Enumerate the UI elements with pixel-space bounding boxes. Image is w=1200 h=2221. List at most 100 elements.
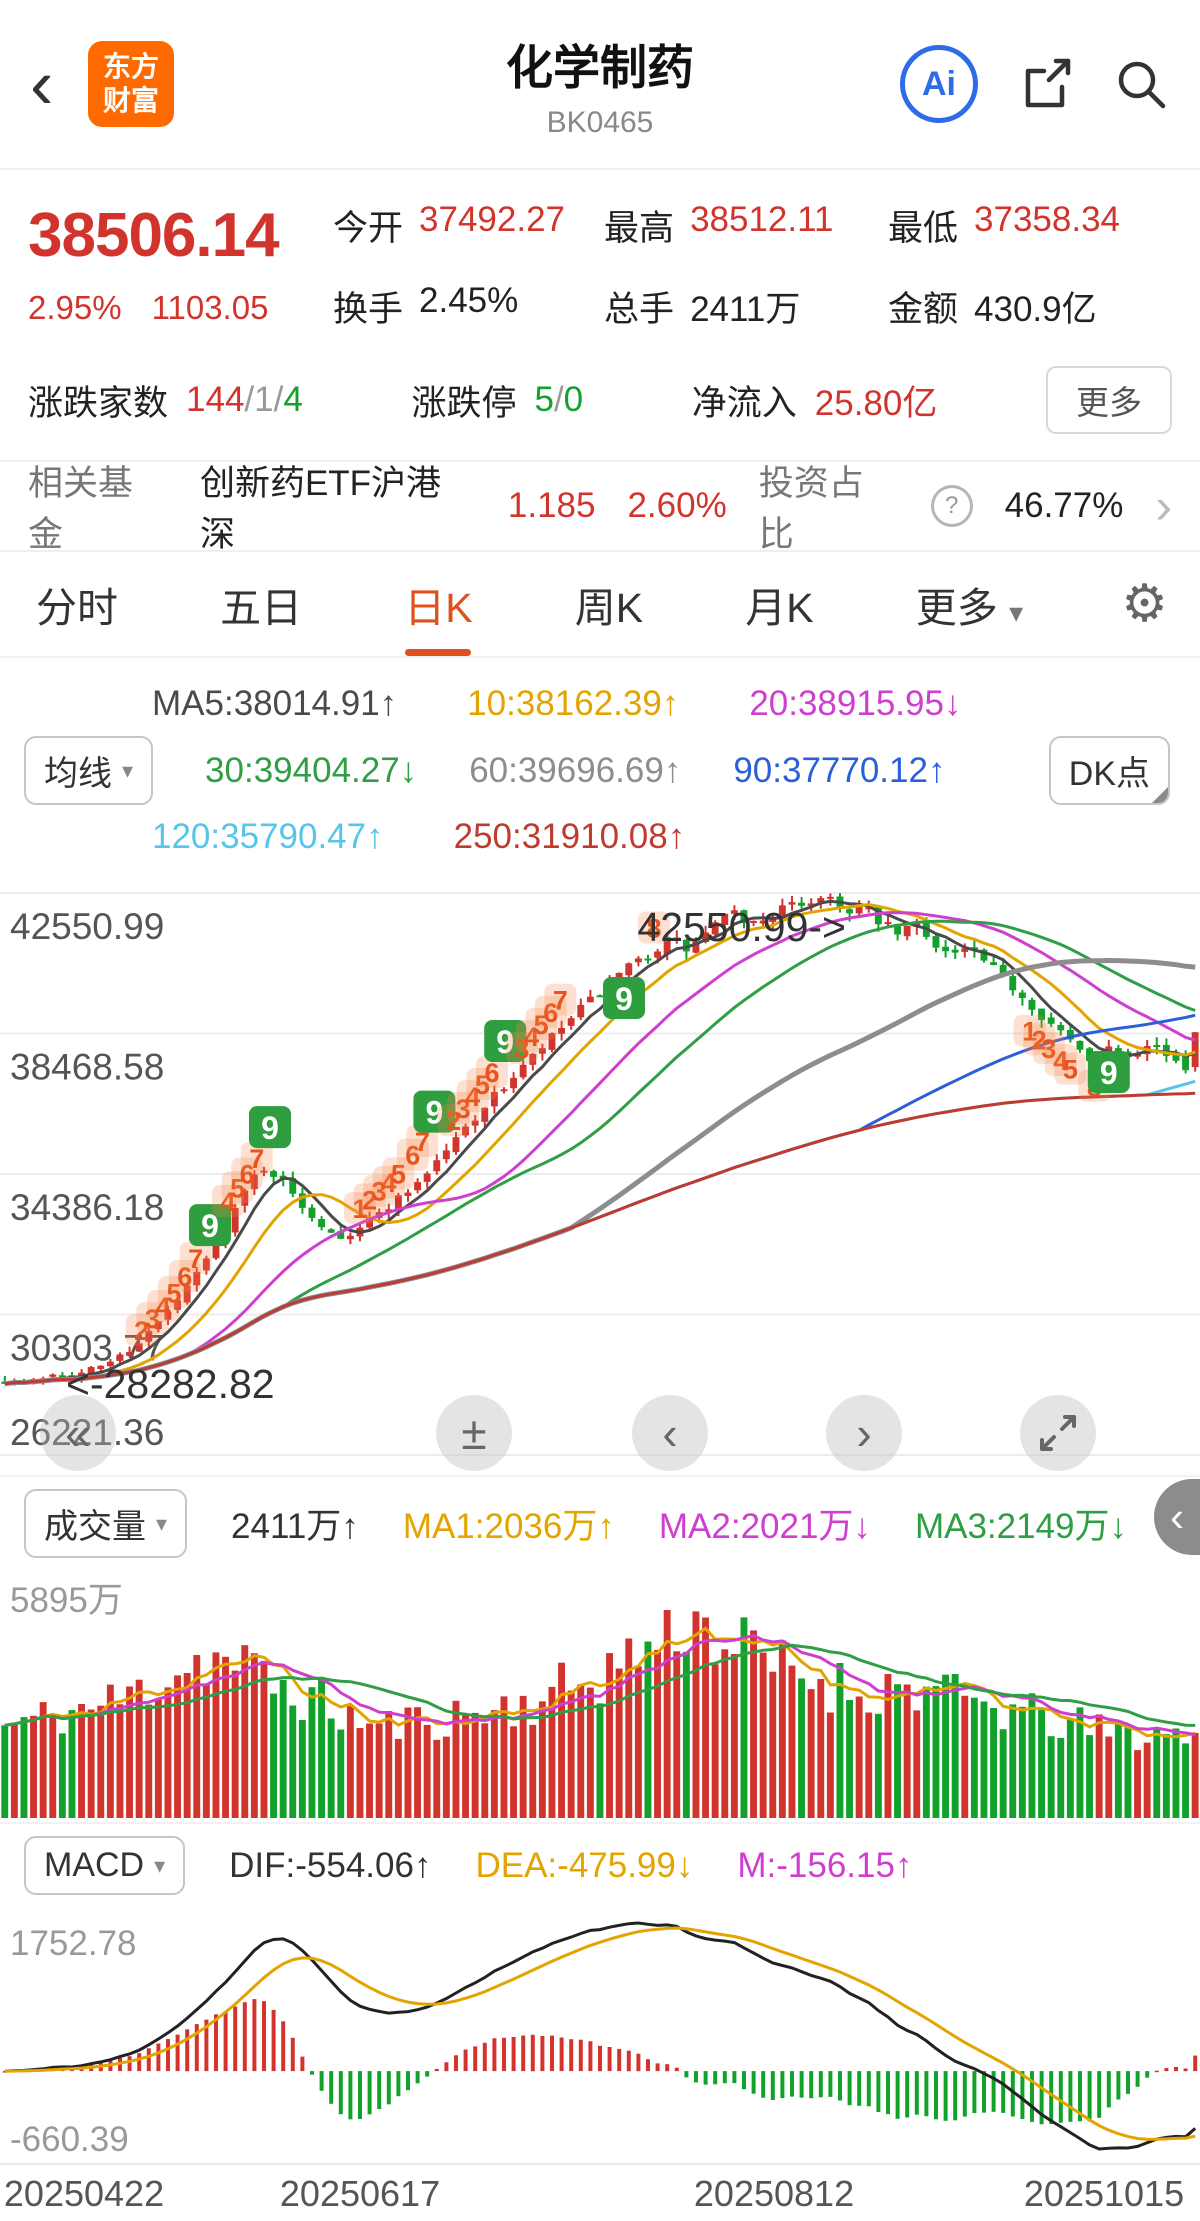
current-price: 38506.14 (28, 201, 280, 270)
x-axis-date: 20250422 (3, 2173, 165, 2214)
ratio-value: 46.77% (1004, 486, 1124, 525)
main-kline-chart[interactable]: 42550.9938468.5834386.1830303.7726221.36… (0, 875, 1200, 1475)
svg-text:6: 6 (405, 1141, 420, 1171)
volume-current: 2411万↑ (231, 1507, 359, 1546)
ma20-value: 20:38915.95↓ (749, 684, 962, 723)
ratio-label: 投资占比 (758, 464, 864, 554)
svg-text:9: 9 (426, 1095, 444, 1131)
change-percent: 2.95% (28, 289, 122, 326)
share-icon[interactable] (1016, 55, 1074, 113)
volume-legend: 成交量 ▾ 2411万↑ MA1:2036万↑ MA2:2021万↓ MA3:21… (0, 1475, 1200, 1570)
svg-text:7: 7 (249, 1144, 264, 1174)
svg-text:9: 9 (1100, 1055, 1118, 1091)
svg-text:2: 2 (446, 1106, 461, 1136)
svg-text:3: 3 (1041, 1034, 1056, 1064)
ma90-value: 90:37770.12↑ (733, 750, 946, 790)
dk-point-button[interactable]: DK点 (1048, 736, 1170, 805)
svg-text:3: 3 (456, 1094, 471, 1124)
fund-nav: 1.185 (507, 486, 596, 525)
open-label: 今开 (333, 209, 404, 248)
svg-text:4: 4 (465, 1082, 480, 1112)
x-axis-date: 20250812 (693, 2173, 855, 2214)
svg-text:5895万: 5895万 (10, 1581, 123, 1620)
x-axis-date: 20251015 (1023, 2173, 1185, 2214)
svg-text:5: 5 (230, 1173, 245, 1203)
tab-monthly-k[interactable]: 月K (745, 585, 814, 631)
tab-daily-k[interactable]: 日K (400, 556, 476, 652)
svg-text:9: 9 (201, 1208, 219, 1244)
svg-text:3: 3 (372, 1177, 387, 1207)
turnover-label: 换手 (333, 290, 404, 329)
tab-weekly-k[interactable]: 周K (574, 585, 644, 631)
eastmoney-logo: 东方 财富 (88, 41, 174, 127)
macd-chart[interactable]: 1752.78 -660.39 (0, 1907, 1200, 2163)
collapse-panel-button[interactable]: ‹ (1154, 1479, 1200, 1555)
svg-text:1: 1 (1022, 1017, 1037, 1047)
page-title: 化学制药 (506, 40, 694, 94)
low-label: 最低 (888, 209, 959, 248)
ma120-value: 120:35790.47↑ (152, 817, 384, 856)
svg-text:-660.39: -660.39 (10, 2120, 129, 2159)
title-block: 化学制药 BK0465 (506, 29, 694, 140)
macd-dea: DEA:-475.99↓ (475, 1845, 694, 1885)
prev-button[interactable]: ‹ (632, 1395, 708, 1471)
chevron-right-icon[interactable]: › (1155, 478, 1173, 534)
fullscreen-icon (1040, 1415, 1076, 1451)
ma250-value: 250:31910.08↑ (453, 817, 686, 856)
svg-text:5: 5 (166, 1278, 181, 1308)
svg-text:2: 2 (1032, 1025, 1047, 1055)
scale-button[interactable]: ± (436, 1395, 512, 1471)
svg-text:4: 4 (524, 1022, 539, 1052)
chevron-down-icon: ▾ (156, 1510, 168, 1536)
svg-text:1: 1 (352, 1194, 367, 1224)
svg-text:38468.58: 38468.58 (10, 1047, 164, 1088)
fund-pct: 2.60% (627, 486, 727, 525)
open-value: 37492.27 (419, 200, 565, 239)
svg-text:4: 4 (156, 1292, 171, 1322)
tab-5day[interactable]: 五日 (220, 585, 303, 631)
ma30-value: 30:39404.27↓ (205, 750, 418, 790)
related-fund-row[interactable]: 相关基金 创新药ETF沪港深 1.185 2.60% 投资占比 ? 46.77%… (0, 460, 1200, 554)
svg-text:4: 4 (381, 1168, 396, 1198)
svg-text:6: 6 (543, 998, 558, 1028)
macd-indicator-button[interactable]: MACD ▾ (24, 1836, 186, 1895)
svg-text:4: 4 (1053, 1046, 1068, 1076)
svg-text:2: 2 (134, 1316, 149, 1346)
ma-legend: MA5:38014.91↑ 10:38162.39↑ 20:38915.95↓ … (0, 658, 1200, 875)
sector-code: BK0465 (546, 105, 654, 139)
advancers-value: 144/1/4 (186, 380, 303, 419)
svg-text:5: 5 (391, 1160, 406, 1190)
next-button[interactable]: › (826, 1395, 902, 1471)
chevron-down-icon: ▾ (122, 757, 134, 783)
header: ‹ 东方 财富 化学制药 BK0465 Ai (0, 0, 1200, 170)
limit-value: 5/0 (534, 380, 584, 419)
ma60-value: 60:39696.69↑ (469, 750, 682, 790)
ai-assistant-button[interactable]: Ai (900, 45, 978, 123)
tab-more[interactable]: 更多 ▾ (915, 585, 1024, 631)
svg-text:9: 9 (496, 1024, 514, 1060)
period-tabbar: 分时 五日 日K 周K 月K 更多 ▾ ⚙ (0, 550, 1200, 658)
volume-ma3: MA3:2149万↓ (914, 1507, 1127, 1546)
inflow-label: 净流入 (691, 383, 797, 423)
ma5-value: MA5:38014.91↑ (152, 684, 398, 723)
search-icon[interactable] (1112, 55, 1170, 113)
tab-minute[interactable]: 分时 (36, 585, 118, 631)
ma-settings-button[interactable]: 均线 ▾ (24, 736, 154, 805)
volume-ma1: MA1:2036万↑ (402, 1507, 615, 1546)
help-icon[interactable]: ? (930, 485, 973, 527)
settings-gear-icon[interactable]: ⚙ (1121, 575, 1168, 633)
fullscreen-button[interactable] (1020, 1395, 1096, 1471)
svg-text:5: 5 (534, 1010, 549, 1040)
volume-indicator-button[interactable]: 成交量 ▾ (24, 1489, 188, 1558)
svg-text:7: 7 (415, 1127, 430, 1157)
limit-label: 涨跌停 (411, 383, 517, 423)
fund-name[interactable]: 创新药ETF沪港深 (199, 464, 442, 554)
volume-chart[interactable]: 5895万 (0, 1570, 1200, 1822)
svg-text:4: 4 (220, 1187, 235, 1217)
svg-text:6: 6 (240, 1160, 255, 1190)
more-button[interactable]: 更多 (1046, 366, 1172, 434)
back-icon[interactable]: ‹ (30, 45, 54, 123)
macd-legend: MACD ▾ DIF:-554.06↑ DEA:-475.99↓ M:-156.1… (0, 1822, 1200, 1907)
jump-left-button[interactable]: « (40, 1395, 116, 1471)
x-axis-date: 20250617 (279, 2173, 441, 2214)
